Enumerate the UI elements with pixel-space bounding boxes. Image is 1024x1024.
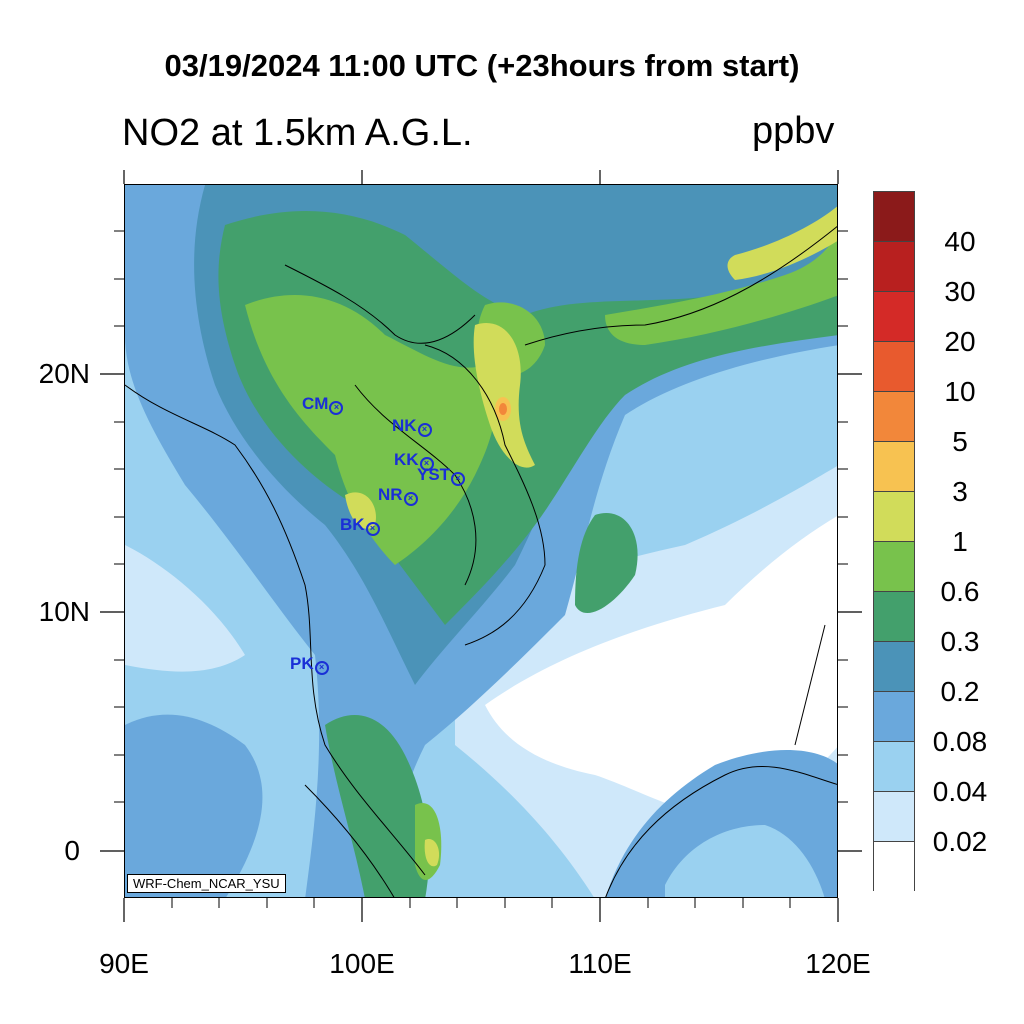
colorbar-segment xyxy=(874,742,914,792)
map-panel xyxy=(124,184,838,898)
colorbar-segment xyxy=(874,442,914,492)
colorbar-label: 40 xyxy=(944,226,976,257)
x-tick-label: 110E xyxy=(568,948,632,979)
colorbar-segment xyxy=(874,592,914,642)
colorbar-segment xyxy=(874,792,914,842)
station-marker: PK × xyxy=(290,654,329,675)
x-tick-label: 100E xyxy=(329,948,395,979)
station-marker: BK × xyxy=(340,515,380,536)
colorbar-label: 3 xyxy=(952,476,968,507)
station-label: PK xyxy=(290,654,314,673)
station-symbol-icon: × xyxy=(403,492,418,506)
station-symbol-icon: × xyxy=(329,401,344,415)
no2-field xyxy=(125,185,837,897)
colorbar-segment xyxy=(874,842,914,892)
station-symbol-icon: × xyxy=(419,457,434,471)
station-marker: NK × xyxy=(392,416,432,437)
colorbar-label: 0.6 xyxy=(940,576,980,607)
station-label: NK xyxy=(392,416,417,435)
station-label: BK xyxy=(340,515,365,534)
units-label: ppbv xyxy=(752,110,835,152)
station-symbol-icon: × xyxy=(451,472,466,486)
colorbar-label: 0.02 xyxy=(932,826,988,857)
station-symbol-icon: × xyxy=(314,661,329,675)
y-tick-label: 20N xyxy=(38,358,90,389)
colorbar-label: 0.08 xyxy=(932,726,988,757)
colorbar-segment xyxy=(874,242,914,292)
station-label: CM xyxy=(302,394,329,413)
colorbar-label: 10 xyxy=(944,376,976,407)
colorbar-label: 30 xyxy=(944,276,976,307)
colorbar-segment xyxy=(874,192,914,242)
model-credit: WRF-Chem_NCAR_YSU xyxy=(127,874,286,893)
y-tick-label: 0 xyxy=(64,835,80,866)
station-label: KK xyxy=(394,450,419,469)
y-tick-label: 10N xyxy=(38,596,90,627)
colorbar-segment xyxy=(874,492,914,542)
colorbar-label: 0.04 xyxy=(932,776,988,807)
map-title: 03/19/2024 11:00 UTC (+23hours from star… xyxy=(164,48,800,83)
colorbar-label: 1 xyxy=(952,526,968,557)
station-symbol-icon: × xyxy=(417,423,432,437)
station-label: NR xyxy=(378,485,403,504)
colorbar-segment xyxy=(874,392,914,442)
colorbar-label: 0.3 xyxy=(940,626,980,657)
variable-label: NO2 at 1.5km A.G.L. xyxy=(122,112,473,154)
station-label: YST xyxy=(417,465,451,484)
colorbar-segment xyxy=(874,692,914,742)
colorbar-segment xyxy=(874,642,914,692)
x-tick-label: 90E xyxy=(99,948,149,979)
station-marker: KK × xyxy=(394,450,434,471)
station-marker: NR × xyxy=(378,485,418,506)
station-marker: CM × xyxy=(302,394,344,415)
colorbar-segment xyxy=(874,342,914,392)
colorbar-segment xyxy=(874,542,914,592)
station-marker: YST × xyxy=(417,465,466,486)
colorbar-label: 5 xyxy=(952,426,968,457)
colorbar-label: 20 xyxy=(944,326,976,357)
x-tick-label: 120E xyxy=(805,948,871,979)
colorbar-label: 0.2 xyxy=(940,676,980,707)
colorbar-boxes xyxy=(873,191,915,892)
station-symbol-icon: × xyxy=(365,522,380,536)
colorbar-segment xyxy=(874,292,914,342)
